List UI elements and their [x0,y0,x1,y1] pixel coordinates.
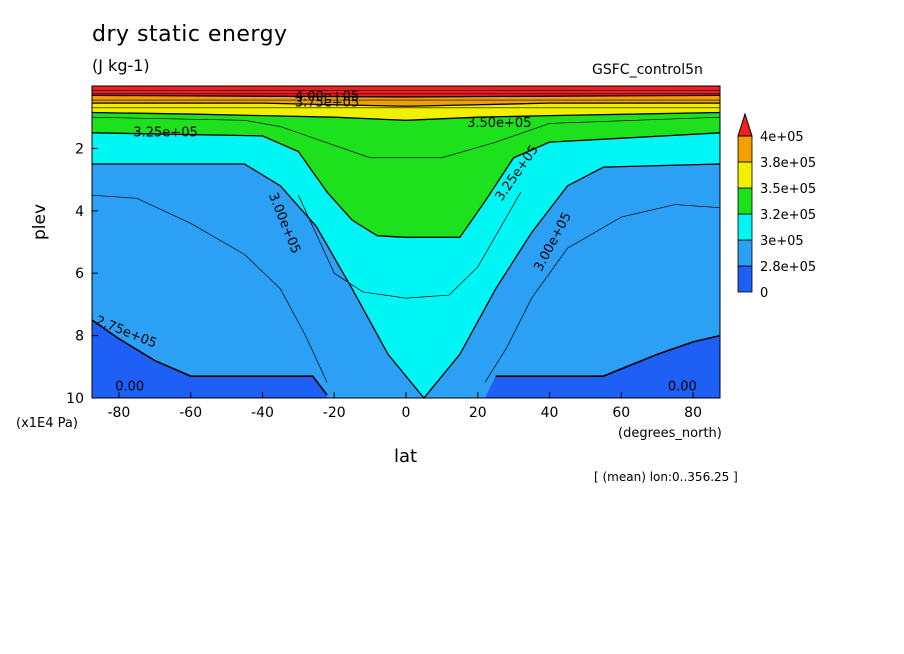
contour-line [91,319,328,396]
x-tick-label: 0 [402,405,411,421]
colorbar-segment [737,161,753,189]
contour-label: 3.50e+05 [467,116,531,131]
y-tick-label: 8 [75,329,84,345]
contour-line [91,111,721,121]
chart-title: dry static energy [92,22,288,47]
colorbar-label: 0 [760,286,768,301]
colorbar-segment [737,265,753,293]
colorbar-segment [737,239,753,267]
contour-line-thin [91,116,721,159]
x-tick-label: 20 [469,405,487,421]
x-tick-label: -20 [323,405,346,421]
contour-label: 3.75e+05 [295,96,359,111]
chart-units: (J kg-1) [92,56,150,75]
x-tick-label: 40 [541,405,559,421]
colorbar-label: 3.2e+05 [760,208,816,223]
mean-note: [ (mean) lon:0..356.25 ] [594,470,738,484]
y-tick-label: 4 [75,204,84,220]
y-axis-label: plev [30,203,50,240]
colorbar: 0 2.8e+05 3e+05 3.2e+05 3.5e+05 3.8e+05 4e+05 [737,112,816,301]
band-2.8e+05-3e+05 [92,164,720,398]
band-low-pool [92,320,328,398]
colorbar-label: 2.8e+05 [760,260,816,275]
contour-line [91,132,721,238]
contour-line [495,334,721,377]
y-axis-unit: (x1E4 Pa) [16,416,78,431]
contour-line-thin [484,204,721,383]
y-tick-label: 6 [75,266,84,282]
contour-line [92,102,720,107]
colorbar-label: 3.5e+05 [760,182,816,197]
colorbar-arrow [737,112,753,137]
y-tick-label: 10 [66,391,84,407]
colorbar-label: 4e+05 [760,130,804,145]
x-axis-ticks: -80 -60 -40 -20 0 20 40 60 80 [107,392,702,421]
colorbar-label: 3.8e+05 [760,156,816,171]
y-tick-label: 2 [75,141,84,157]
experiment-label: GSFC_control5n [592,62,703,78]
x-axis-label: lat [394,446,418,467]
colorbar-segment [737,213,753,241]
y-axis-ticks: 2 4 6 8 10 [66,141,98,407]
filled-contour-bands [92,86,720,399]
contour-line [91,94,721,98]
contour-lines [91,90,721,400]
x-tick-label: 60 [612,405,630,421]
x-tick-label: 80 [684,405,702,421]
x-tick-label: -80 [107,405,130,421]
contour-line-thin [91,194,328,383]
contour-label: 0.00 [668,380,697,395]
colorbar-label: 3e+05 [760,234,804,249]
colorbar-segment [737,135,753,163]
x-tick-label: -40 [251,405,274,421]
band-low-pool [484,335,720,398]
contour-label: 0.00 [115,380,144,395]
contour-line-thin [298,191,522,299]
colorbar-segment [737,187,753,215]
contour-label: 3.25e+05 [133,125,197,140]
contour-label: 4.00e+05 [295,89,359,104]
x-tick-label: -60 [179,405,202,421]
x-axis-unit: (degrees_north) [618,426,722,441]
